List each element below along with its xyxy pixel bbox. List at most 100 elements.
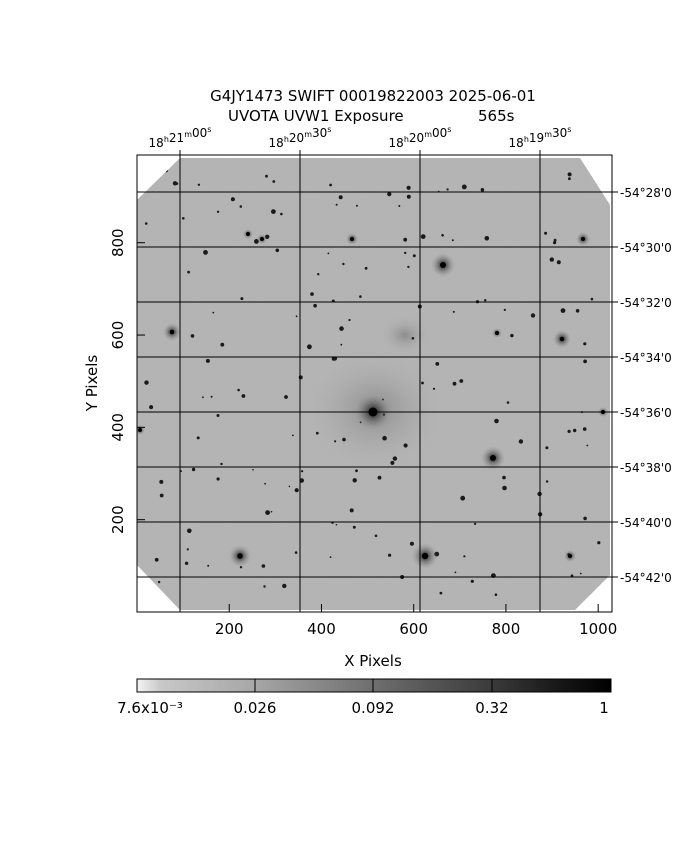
star	[435, 362, 440, 366]
star	[484, 236, 490, 241]
star	[310, 292, 314, 296]
star	[573, 428, 577, 433]
title-line1: G4JY1473 SWIFT 00019822003 2025-06-01	[210, 87, 536, 105]
star	[349, 508, 354, 513]
star	[298, 375, 303, 380]
star	[180, 470, 183, 472]
star	[175, 182, 179, 185]
star	[461, 184, 467, 190]
star	[338, 195, 343, 200]
star	[480, 188, 485, 192]
title-line2-filter: UVOTA UVW1 Exposure	[228, 107, 404, 125]
bright-star	[169, 329, 175, 335]
star	[586, 444, 589, 447]
star	[288, 485, 291, 488]
star	[272, 180, 276, 183]
star	[275, 248, 280, 253]
star	[432, 387, 436, 390]
star	[210, 395, 213, 398]
dec-tick-label: -54°28'0	[620, 186, 672, 200]
y-tick-label: 200	[109, 505, 127, 534]
star	[407, 265, 410, 269]
star	[154, 557, 159, 562]
star	[553, 241, 557, 245]
x-axis-label: X Pixels	[344, 652, 402, 670]
star	[220, 342, 225, 347]
star	[412, 254, 416, 258]
star	[518, 439, 524, 444]
star	[348, 318, 351, 322]
dec-tick-label: -54°32'0	[620, 296, 672, 310]
star	[452, 310, 455, 313]
bright-star	[568, 554, 572, 558]
star	[398, 205, 401, 207]
star	[502, 475, 506, 480]
star	[317, 273, 320, 276]
star	[264, 482, 266, 485]
ra-tick-label: 18h19m30s	[509, 125, 572, 150]
star	[196, 436, 200, 440]
star	[567, 429, 571, 433]
bright-star	[237, 553, 243, 559]
star	[403, 237, 408, 242]
star	[597, 541, 601, 545]
star	[280, 212, 283, 216]
bright-star	[490, 455, 496, 461]
colorbar-ticks: 7.6x10⁻³ 0.026 0.092 0.32 1	[117, 679, 609, 717]
star-field	[137, 167, 608, 596]
star	[205, 358, 210, 363]
star	[355, 204, 358, 207]
star	[329, 556, 332, 558]
star	[549, 257, 554, 262]
star	[191, 467, 196, 472]
star	[545, 480, 549, 483]
star	[459, 379, 464, 383]
star	[530, 313, 536, 318]
star	[334, 440, 337, 443]
star	[240, 297, 244, 301]
exposure-image	[137, 158, 610, 610]
bright-star	[260, 237, 264, 241]
star	[216, 414, 220, 417]
y-axis-ticks: 200 400 600 800	[109, 228, 145, 534]
bright-star	[495, 331, 499, 335]
star	[560, 308, 566, 313]
colorbar: 7.6x10⁻³ 0.026 0.092 0.32 1	[117, 678, 612, 717]
star	[207, 564, 210, 567]
star	[463, 555, 466, 558]
star	[359, 295, 362, 298]
star	[340, 343, 343, 346]
star	[187, 528, 192, 534]
star	[452, 381, 457, 386]
star	[583, 342, 587, 346]
star	[575, 309, 580, 313]
x-tick-label: 200	[215, 620, 244, 638]
star	[164, 169, 168, 173]
star	[579, 572, 582, 575]
star	[377, 475, 382, 480]
dec-tick-label: -54°30'0	[620, 241, 672, 255]
star	[590, 297, 594, 301]
star	[184, 561, 189, 565]
star	[202, 396, 204, 399]
star	[261, 564, 266, 568]
star	[265, 174, 268, 178]
star	[451, 239, 454, 242]
star	[263, 585, 266, 588]
star	[294, 551, 298, 554]
colorbar-tick-label: 0.092	[352, 699, 395, 717]
star	[409, 541, 414, 546]
star	[506, 401, 510, 404]
colorbar-tick-label: 0.026	[234, 699, 277, 717]
star	[567, 172, 572, 177]
star	[265, 510, 270, 515]
star	[411, 337, 415, 340]
star	[470, 579, 474, 583]
star	[335, 203, 338, 206]
star	[159, 479, 164, 484]
x-tick-label: 1000	[579, 620, 617, 638]
star	[203, 250, 208, 255]
coordinate-grid	[137, 150, 618, 612]
x-tick-label: 400	[307, 620, 336, 638]
star	[342, 437, 346, 442]
